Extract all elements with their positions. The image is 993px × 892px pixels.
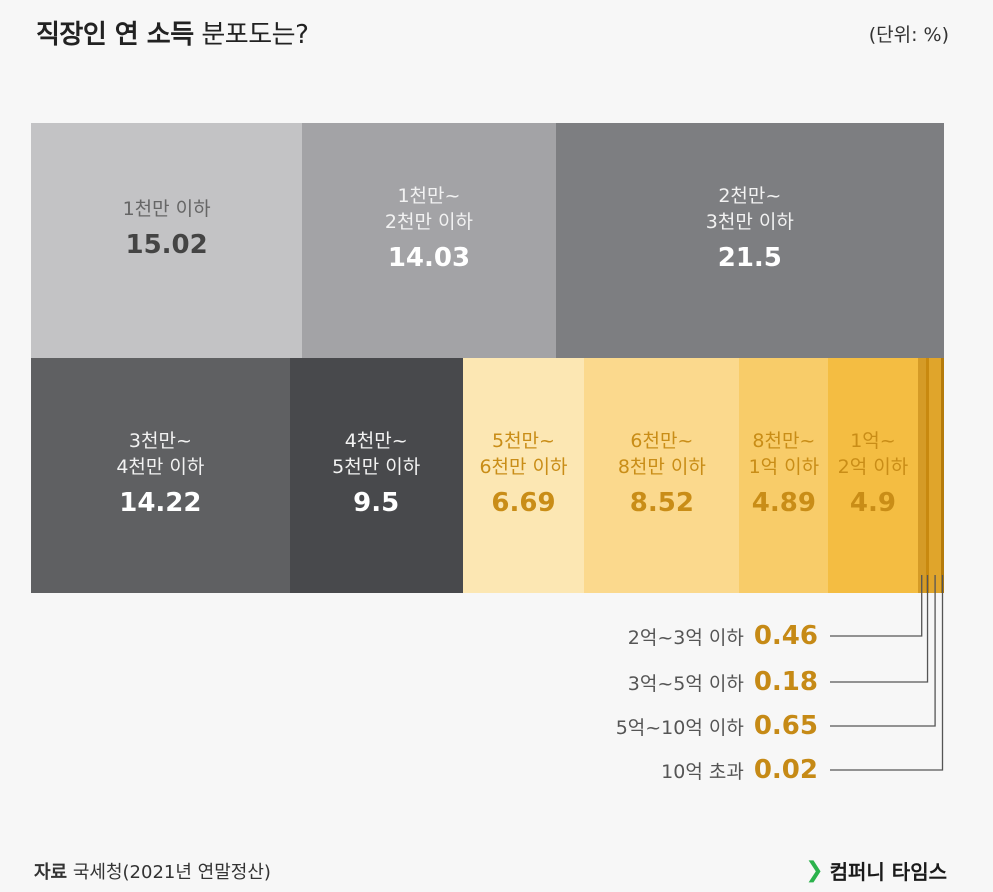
cell-value: 8.52: [629, 487, 694, 518]
cell-value: 4.9: [849, 487, 896, 518]
cell-label: 1억~ 2억 이하: [837, 429, 909, 478]
cell-value: 21.5: [717, 242, 782, 273]
cell-label: 6천만~ 8천만 이하: [617, 429, 706, 478]
cell-label: 1천만~ 2천만 이하: [384, 184, 473, 233]
treemap-cell: 3천만~ 4천만 이하 14.22: [31, 358, 290, 593]
treemap-cell: 6천만~ 8천만 이하 8.52: [584, 358, 740, 593]
cell-label: 2천만~ 3천만 이하: [705, 184, 794, 233]
cell-value: 4.89: [751, 487, 816, 518]
source-label: 자료: [34, 862, 68, 883]
brand-logo: ❯ 컴퍼니 타임스: [805, 856, 947, 885]
brand-name: 컴퍼니 타임스: [829, 860, 947, 884]
treemap-cell: 1억~ 2억 이하 4.9: [828, 358, 918, 593]
legend-label: 2억~3억 이하: [627, 626, 744, 649]
legend-label: 3억~5억 이하: [627, 672, 744, 695]
legend-value: 0.18: [753, 667, 818, 697]
legend-entry: 2억~3억 이하 0.46: [628, 619, 818, 653]
source-text: 국세청(2021년 연말정산): [72, 862, 271, 883]
legend-entry: 3억~5억 이하 0.18: [628, 665, 818, 699]
legend-value: 0.46: [753, 621, 818, 651]
legend-value: 0.65: [753, 711, 818, 741]
legend-entry: 5억~10억 이하 0.65: [616, 709, 818, 743]
treemap-cell: 1천만 이하 15.02: [31, 123, 303, 358]
treemap-cell: 4천만~ 5천만 이하 9.5: [289, 358, 463, 593]
cell-label: 5천만~ 6천만 이하: [479, 429, 568, 478]
cell-value: 6.69: [491, 487, 556, 518]
treemap-cell: 5천만~ 6천만 이하 6.69: [462, 358, 585, 593]
cell-label: 4천만~ 5천만 이하: [332, 429, 421, 478]
leader-line: [830, 575, 944, 771]
treemap-cell: [917, 358, 926, 593]
treemap-cell: 2천만~ 3천만 이하 21.5: [555, 123, 944, 358]
brand-chevron-icon: ❯: [805, 858, 824, 883]
page-title: 직장인 연 소득 분포도는?: [36, 14, 309, 51]
treemap-cell: [925, 358, 930, 593]
cell-value: 9.5: [353, 487, 400, 518]
cell-value: 14.03: [387, 242, 471, 273]
title-light: 분포도는?: [201, 20, 309, 50]
source-note: 자료 국세청(2021년 연말정산): [34, 858, 271, 884]
cell-value: 14.22: [119, 487, 202, 518]
leader-line: [830, 575, 936, 727]
treemap-cell: 8천만~ 1억 이하 4.89: [739, 358, 829, 593]
treemap-cell: [929, 358, 941, 593]
legend-label: 10억 초과: [661, 760, 744, 783]
cell-label: 8천만~ 1억 이하: [748, 429, 820, 478]
treemap-cell: [941, 358, 944, 593]
cell-value: 15.02: [125, 229, 208, 260]
title-bold: 직장인 연 소득: [36, 20, 194, 50]
unit-label: (단위: %): [868, 24, 949, 46]
legend-entry: 10억 초과 0.02: [661, 753, 818, 787]
legend-value: 0.02: [753, 755, 818, 785]
cell-label: 3천만~ 4천만 이하: [116, 429, 205, 478]
legend-label: 5억~10억 이하: [615, 716, 744, 739]
treemap-cell: 1천만~ 2천만 이하 14.03: [302, 123, 556, 358]
cell-label: 1천만 이하: [122, 197, 211, 220]
